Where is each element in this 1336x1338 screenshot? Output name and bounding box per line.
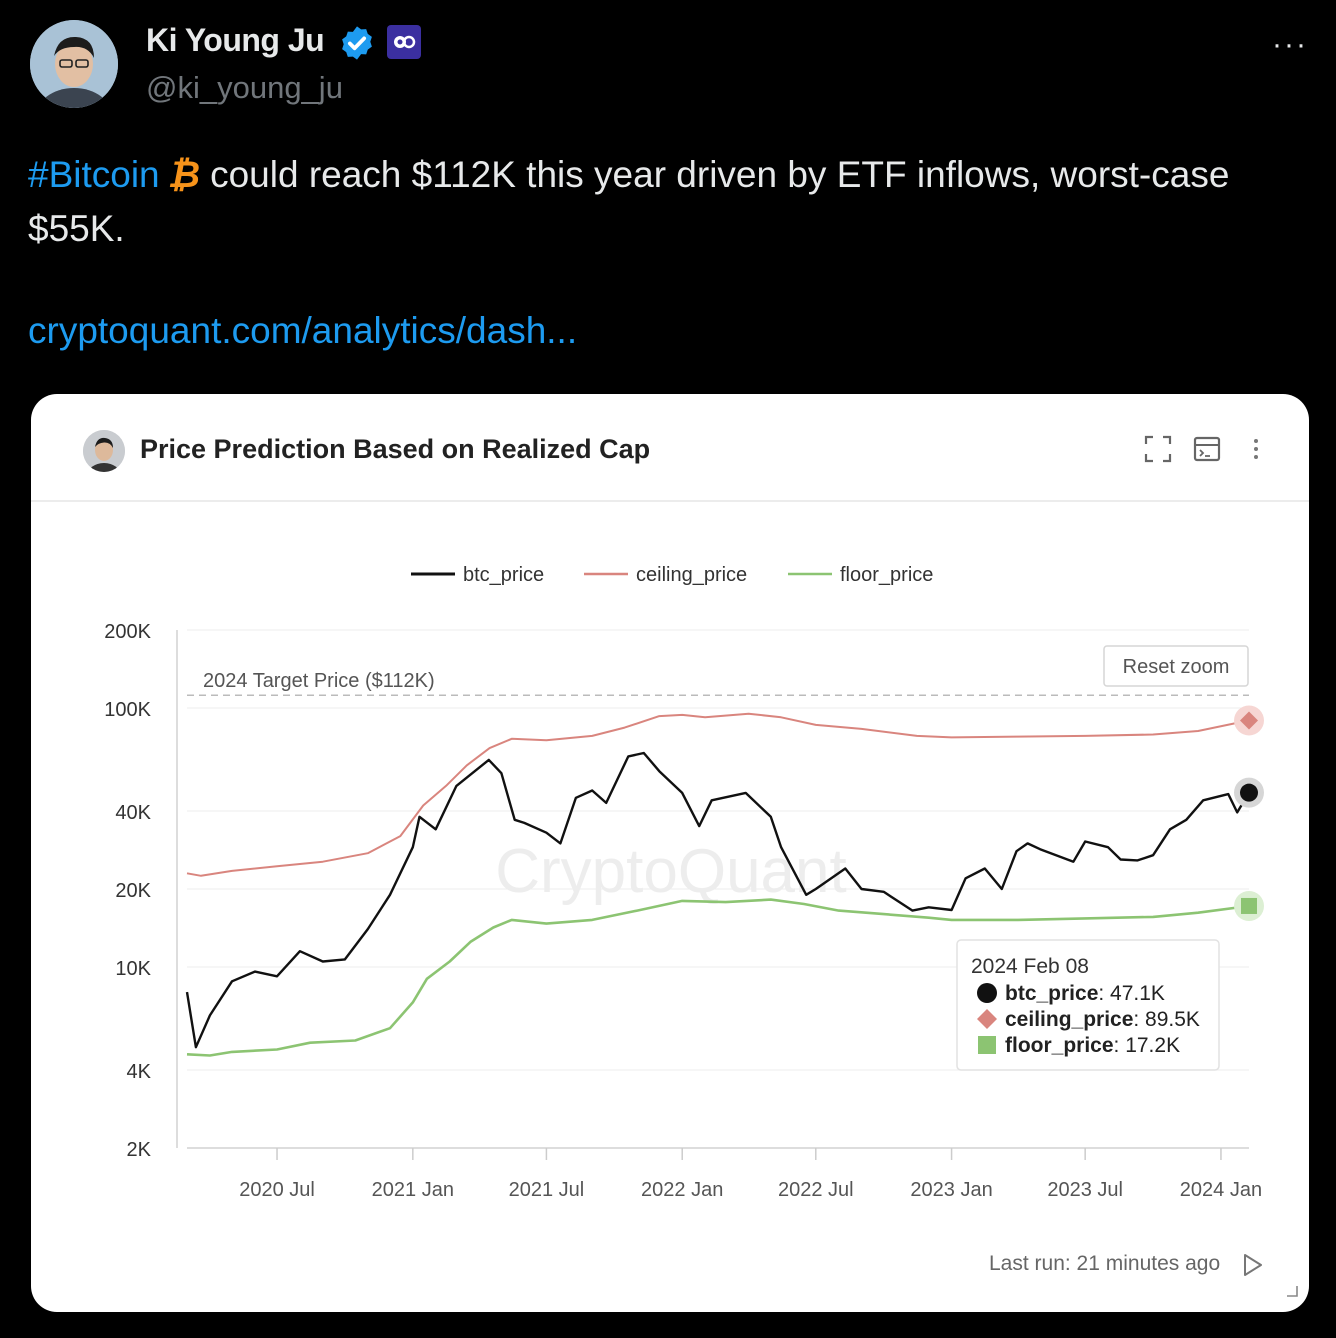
tooltip-item-floor-price: floor_price: 17.2K — [1005, 1034, 1180, 1057]
last-run-status: Last run: 21 minutes ago — [989, 1252, 1221, 1275]
floor-price-marker — [1241, 897, 1257, 914]
author-name[interactable]: Ki Young Ju — [146, 22, 325, 58]
legend-label-ceiling-price: ceiling_price — [636, 564, 747, 586]
tooltip-series-name: ceiling_price — [1005, 1008, 1133, 1031]
x-tick-label: 2021 Jan — [372, 1179, 454, 1201]
x-tick-label: 2023 Jan — [910, 1179, 992, 1201]
series-line-btc-price — [185, 751, 1251, 1049]
tooltip-series-value: : 17.2K — [1114, 1034, 1181, 1057]
y-tick-label: 200K — [104, 621, 151, 643]
y-tick-label: 40K — [115, 802, 151, 824]
verified-badge-icon — [342, 26, 372, 60]
console-icon[interactable] — [1192, 434, 1222, 464]
resize-handle-icon[interactable] — [1283, 1282, 1299, 1298]
bitcoin-icon: ₿ — [167, 154, 201, 195]
y-tick-label: 2K — [127, 1139, 152, 1161]
tooltip-series-name: floor_price — [1005, 1034, 1114, 1057]
tweet-body: could reach $112K this year driven by ET… — [28, 154, 1230, 249]
ceiling-price-marker — [1240, 711, 1258, 730]
series-line-ceiling-price — [186, 712, 1250, 877]
affiliate-badge-icon — [387, 25, 421, 59]
y-tick-label: 20K — [115, 880, 151, 902]
legend-label-btc-price: btc_price — [463, 564, 544, 586]
tooltip-item-ceiling-price: ceiling_price: 89.5K — [1005, 1008, 1200, 1031]
avatar-image — [30, 20, 118, 108]
play-icon[interactable] — [1241, 1252, 1265, 1278]
tooltip-series-value: : 89.5K — [1133, 1008, 1200, 1031]
x-tick-label: 2023 Jul — [1047, 1179, 1123, 1201]
chart-plot[interactable]: 2K 4K 10K 20K 40K 100K 200K 2020 Jul 2021 Jan 202… — [31, 394, 1309, 1312]
fullscreen-icon[interactable] — [1143, 434, 1173, 464]
author-handle[interactable]: @ki_young_ju — [146, 70, 343, 105]
tooltip-series-value: : 47.1K — [1098, 982, 1165, 1005]
tooltip-marker-btc-price — [977, 983, 997, 1003]
tweet-text: #Bitcoin ₿ could reach $112K this year dri… — [28, 148, 1308, 256]
y-tick-label: 10K — [115, 958, 151, 980]
more-vertical-icon[interactable] — [1241, 434, 1271, 464]
tooltip-marker-floor-price — [978, 1036, 996, 1054]
x-tick-label: 2020 Jul — [239, 1179, 315, 1201]
x-tick-label: 2022 Jul — [778, 1179, 854, 1201]
card-author-avatar — [83, 430, 125, 472]
chart-title: Price Prediction Based on Realized Cap — [140, 434, 651, 464]
btc-price-marker — [1240, 783, 1258, 802]
legend-label-floor-price: floor_price — [840, 564, 933, 586]
target-price-label: 2024 Target Price ($112K) — [203, 670, 435, 692]
tooltip-series-name: btc_price — [1005, 982, 1098, 1005]
watermark: CryptoQuant — [495, 837, 847, 906]
y-tick-label: 100K — [104, 699, 151, 721]
tooltip-item-btc-price: btc_price: 47.1K — [1005, 982, 1165, 1005]
tooltip-date: 2024 Feb 08 — [971, 955, 1089, 978]
reset-zoom-button-bg[interactable] — [1103, 645, 1249, 687]
author-avatar[interactable] — [30, 20, 118, 108]
tooltip-box — [956, 939, 1220, 1071]
hashtag-link[interactable]: #Bitcoin — [28, 154, 160, 195]
series-line-floor-price — [186, 898, 1250, 1057]
tweet-link[interactable]: cryptoquant.com/analytics/dash... — [28, 310, 578, 351]
x-tick-label: 2021 Jul — [509, 1179, 585, 1201]
x-tick-label: 2022 Jan — [641, 1179, 723, 1201]
card-header: Price Prediction Based on Realized Cap — [31, 394, 1309, 502]
more-options-icon[interactable]: ··· — [1272, 28, 1308, 61]
reset-zoom-label[interactable]: Reset zoom — [1123, 656, 1230, 678]
x-tick-label: 2024 Jan — [1180, 1179, 1262, 1201]
chart-card[interactable]: Price Prediction Based on Realized Cap 2… — [31, 394, 1309, 1312]
reset-zoom-button[interactable]: Reset zoom — [1103, 645, 1249, 687]
tooltip-marker-ceiling-price — [977, 1009, 997, 1029]
y-tick-label: 4K — [127, 1061, 152, 1083]
